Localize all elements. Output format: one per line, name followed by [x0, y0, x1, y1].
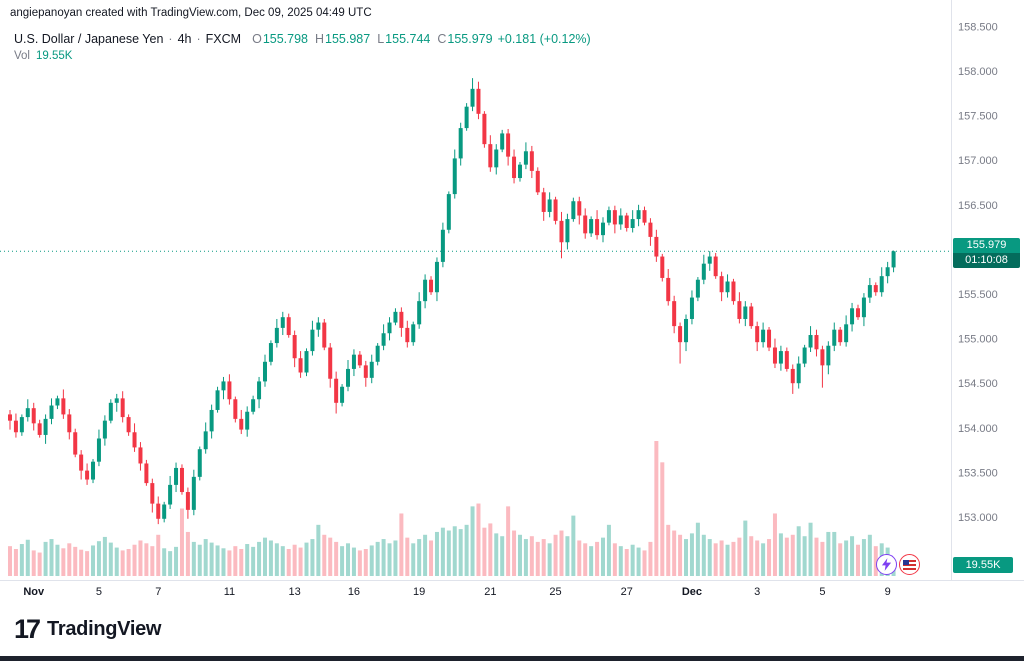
symbol-legend: U.S. Dollar / Japanese Yen · 4h · FXCM O… [14, 32, 591, 46]
symbol-title[interactable]: U.S. Dollar / Japanese Yen [14, 32, 164, 46]
svg-text:158.000: 158.000 [958, 66, 998, 78]
svg-text:13: 13 [289, 586, 301, 598]
last-volume-badge: 19.55K [953, 557, 1013, 573]
price-axis[interactable]: 158.500158.000157.500157.000156.500156.0… [958, 21, 998, 524]
svg-text:Nov: Nov [23, 586, 45, 598]
volume-label: Vol [14, 50, 30, 62]
window-bottom-edge [0, 656, 1024, 661]
svg-text:158.500: 158.500 [958, 21, 998, 33]
svg-text:153.000: 153.000 [958, 512, 998, 524]
svg-text:9: 9 [885, 586, 891, 598]
us-flag-event-icon[interactable] [899, 554, 920, 575]
separator-dot: · [196, 32, 201, 46]
volume-legend: Vol 19.55K [14, 50, 72, 62]
volume-bars [8, 441, 896, 576]
svg-text:154.000: 154.000 [958, 423, 998, 435]
svg-text:157.500: 157.500 [958, 111, 998, 123]
last-price-value: 155.979 [953, 238, 1020, 253]
svg-text:155.500: 155.500 [958, 289, 998, 301]
economic-event-icons [876, 554, 920, 575]
tradingview-logo-mark-icon: 17 [14, 614, 41, 644]
open-label: O [252, 32, 262, 46]
low-value: 155.744 [385, 32, 431, 46]
svg-text:7: 7 [155, 586, 161, 598]
svg-text:19: 19 [413, 586, 425, 598]
close-label: C [437, 32, 447, 46]
svg-text:5: 5 [96, 586, 102, 598]
open-value: 155.798 [262, 32, 308, 46]
candles [8, 78, 896, 525]
exchange-label: FXCM [205, 32, 242, 46]
separator-dot: · [168, 32, 173, 46]
price-change: +0.181 (+0.12%) [497, 32, 591, 46]
high-value: 155.987 [325, 32, 371, 46]
svg-text:Dec: Dec [682, 586, 702, 598]
attribution-text: angiepanoyan created with TradingView.co… [10, 7, 372, 19]
bar-countdown-timer: 01:10:08 [953, 253, 1020, 268]
svg-text:11: 11 [224, 586, 235, 598]
tradingview-logo[interactable]: 17 TradingView [14, 614, 162, 644]
svg-text:156.500: 156.500 [958, 200, 998, 212]
volume-value: 19.55K [36, 50, 73, 62]
svg-text:154.500: 154.500 [958, 378, 998, 390]
svg-text:3: 3 [754, 586, 760, 598]
svg-text:16: 16 [348, 586, 360, 598]
svg-text:153.500: 153.500 [958, 467, 998, 479]
svg-text:155.000: 155.000 [958, 334, 998, 346]
svg-text:157.000: 157.000 [958, 155, 998, 167]
low-label: L [377, 32, 385, 46]
svg-text:5: 5 [819, 586, 825, 598]
svg-text:21: 21 [484, 586, 496, 598]
high-label: H [315, 32, 325, 46]
svg-text:25: 25 [549, 586, 561, 598]
time-axis[interactable]: Nov 5 7 11 13 16 19 21 25 27 Dec 3 5 9 [23, 586, 890, 598]
last-price-badge: 155.979 01:10:08 [953, 238, 1020, 268]
lightning-event-icon[interactable] [876, 554, 897, 575]
interval-label[interactable]: 4h [177, 32, 192, 46]
svg-text:27: 27 [621, 586, 633, 598]
ohlc-values: O 155.798 H 155.987 L 155.744 C 155.979 [252, 32, 493, 46]
tradingview-logo-text: TradingView [47, 617, 162, 640]
close-value: 155.979 [447, 32, 493, 46]
